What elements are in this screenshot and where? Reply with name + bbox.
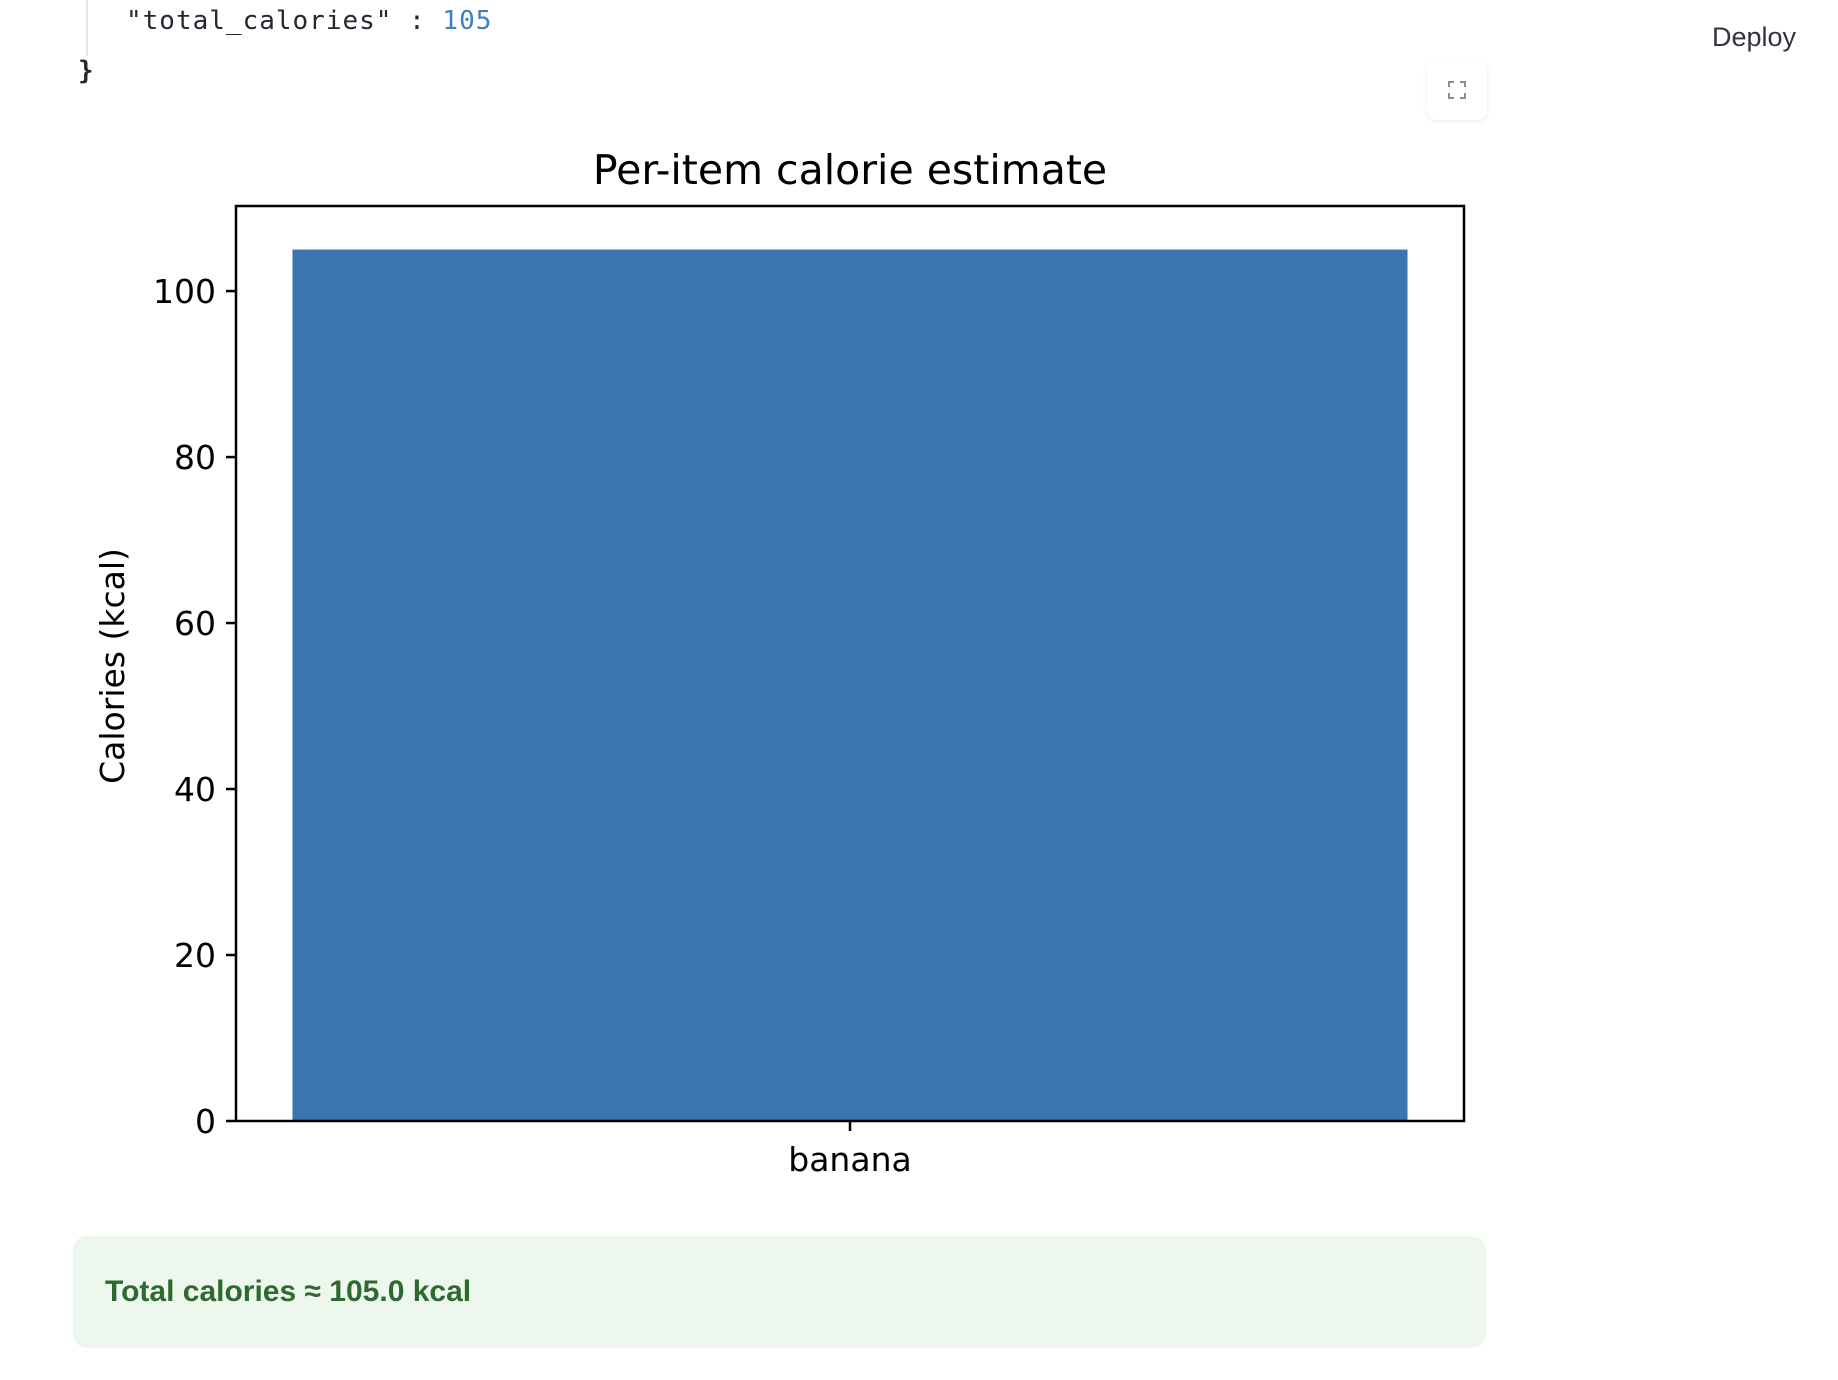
json-key: "total_calories"	[126, 6, 393, 36]
y-tick-label: 20	[174, 936, 216, 975]
json-value: 105	[442, 6, 493, 36]
x-tick-label: banana	[788, 1140, 911, 1179]
bar-banana	[292, 249, 1408, 1122]
json-total-calories-line: "total_calories" : 105	[126, 6, 492, 36]
json-closing-brace: }	[78, 56, 94, 86]
success-alert: Total calories ≈ 105.0 kcal	[73, 1236, 1486, 1348]
total-calories-message: Total calories ≈ 105.0 kcal	[105, 1275, 472, 1308]
chart-title: Per-item calorie estimate	[593, 146, 1107, 194]
y-tick-label: 80	[174, 438, 216, 477]
bars-layer	[292, 249, 1408, 1122]
y-ticks-layer: 0 20 40 60 80 100	[153, 272, 236, 1141]
y-tick-label: 0	[195, 1102, 216, 1141]
json-colon: :	[409, 6, 426, 36]
calorie-bar-chart: Per-item calorie estimate Calories (kcal…	[93, 146, 1466, 1179]
y-tick-label: 60	[174, 604, 216, 643]
x-ticks-layer: banana	[788, 1121, 912, 1179]
y-tick-label: 40	[174, 770, 216, 809]
plot-frame	[234, 204, 1466, 1123]
y-tick-label: 100	[153, 272, 216, 311]
fullscreen-icon	[1448, 81, 1466, 99]
fullscreen-button[interactable]	[1427, 60, 1487, 120]
chart-y-axis-label: Calories (kcal)	[93, 548, 132, 784]
deploy-button[interactable]: Deploy	[1712, 22, 1797, 52]
json-indent-guide	[86, 0, 88, 56]
